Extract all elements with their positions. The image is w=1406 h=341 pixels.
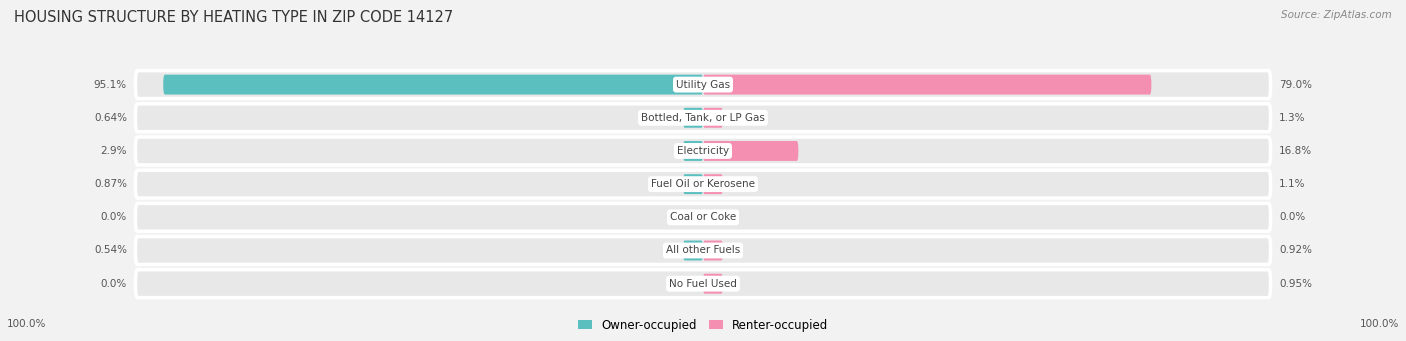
FancyBboxPatch shape bbox=[703, 108, 723, 128]
Text: HOUSING STRUCTURE BY HEATING TYPE IN ZIP CODE 14127: HOUSING STRUCTURE BY HEATING TYPE IN ZIP… bbox=[14, 10, 453, 25]
FancyBboxPatch shape bbox=[135, 71, 1271, 99]
FancyBboxPatch shape bbox=[135, 170, 1271, 198]
Text: 95.1%: 95.1% bbox=[94, 79, 127, 90]
Text: 0.0%: 0.0% bbox=[101, 212, 127, 222]
FancyBboxPatch shape bbox=[703, 75, 1152, 94]
FancyBboxPatch shape bbox=[683, 108, 703, 128]
Text: 16.8%: 16.8% bbox=[1279, 146, 1312, 156]
Text: 0.54%: 0.54% bbox=[94, 246, 127, 255]
Text: Bottled, Tank, or LP Gas: Bottled, Tank, or LP Gas bbox=[641, 113, 765, 123]
Text: 2.9%: 2.9% bbox=[100, 146, 127, 156]
FancyBboxPatch shape bbox=[135, 137, 1271, 165]
Text: 100.0%: 100.0% bbox=[7, 319, 46, 329]
FancyBboxPatch shape bbox=[703, 174, 723, 194]
FancyBboxPatch shape bbox=[703, 141, 799, 161]
FancyBboxPatch shape bbox=[683, 240, 703, 261]
Text: All other Fuels: All other Fuels bbox=[666, 246, 740, 255]
Text: 0.92%: 0.92% bbox=[1279, 246, 1312, 255]
Text: 0.64%: 0.64% bbox=[94, 113, 127, 123]
Text: No Fuel Used: No Fuel Used bbox=[669, 279, 737, 289]
Text: Utility Gas: Utility Gas bbox=[676, 79, 730, 90]
Text: Source: ZipAtlas.com: Source: ZipAtlas.com bbox=[1281, 10, 1392, 20]
Text: Electricity: Electricity bbox=[676, 146, 730, 156]
FancyBboxPatch shape bbox=[683, 141, 703, 161]
FancyBboxPatch shape bbox=[135, 237, 1271, 264]
Text: 79.0%: 79.0% bbox=[1279, 79, 1312, 90]
FancyBboxPatch shape bbox=[135, 203, 1271, 231]
FancyBboxPatch shape bbox=[703, 240, 723, 261]
Text: 0.0%: 0.0% bbox=[101, 279, 127, 289]
Text: 0.95%: 0.95% bbox=[1279, 279, 1312, 289]
Text: 0.0%: 0.0% bbox=[1279, 212, 1305, 222]
FancyBboxPatch shape bbox=[135, 270, 1271, 298]
FancyBboxPatch shape bbox=[163, 75, 703, 94]
Text: 1.1%: 1.1% bbox=[1279, 179, 1306, 189]
Text: 1.3%: 1.3% bbox=[1279, 113, 1306, 123]
Text: 0.87%: 0.87% bbox=[94, 179, 127, 189]
FancyBboxPatch shape bbox=[703, 274, 723, 294]
FancyBboxPatch shape bbox=[683, 174, 703, 194]
Legend: Owner-occupied, Renter-occupied: Owner-occupied, Renter-occupied bbox=[578, 319, 828, 332]
Text: 100.0%: 100.0% bbox=[1360, 319, 1399, 329]
Text: Fuel Oil or Kerosene: Fuel Oil or Kerosene bbox=[651, 179, 755, 189]
FancyBboxPatch shape bbox=[135, 104, 1271, 132]
Text: Coal or Coke: Coal or Coke bbox=[669, 212, 737, 222]
